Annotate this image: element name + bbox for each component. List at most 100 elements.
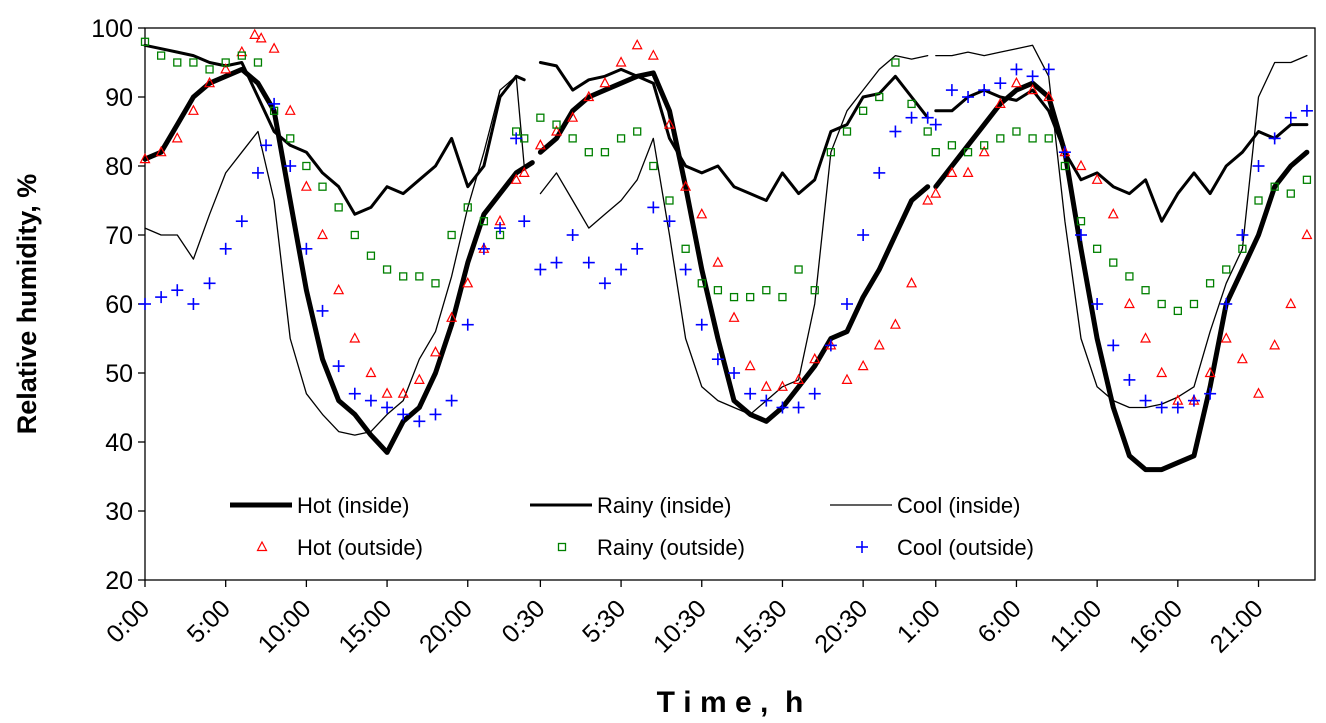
data-point <box>518 166 530 177</box>
data-point <box>155 291 168 304</box>
data-point <box>205 65 214 74</box>
data-point <box>889 125 902 138</box>
data-point <box>1204 387 1217 400</box>
data-point <box>1010 63 1023 76</box>
data-point <box>744 387 757 400</box>
data-point <box>494 222 507 235</box>
data-point <box>711 353 724 366</box>
data-point <box>679 263 692 276</box>
data-point <box>1189 299 1199 309</box>
series-line <box>142 66 535 455</box>
legend-item: Hot (inside) <box>230 493 409 518</box>
legend-label: Hot (outside) <box>297 535 423 560</box>
data-point <box>980 141 989 150</box>
data-point <box>1268 132 1281 145</box>
data-point <box>631 242 644 255</box>
data-point <box>203 277 216 290</box>
data-point <box>479 217 489 226</box>
data-point <box>695 318 708 331</box>
data-point <box>221 58 230 67</box>
data-point <box>1204 366 1216 378</box>
data-point <box>399 272 408 281</box>
data-point <box>681 244 690 253</box>
x-tick-label: 20:30 <box>809 594 873 658</box>
data-point <box>550 256 563 269</box>
x-tick-label: 11:00 <box>1045 594 1108 657</box>
data-point <box>584 148 593 157</box>
y-tick-label: 80 <box>105 153 133 181</box>
data-point <box>1220 298 1233 310</box>
data-point <box>615 263 628 276</box>
y-tick-label: 50 <box>105 360 133 388</box>
data-point <box>922 194 934 205</box>
data-point <box>631 38 643 50</box>
x-tick-label: 10:00 <box>253 594 317 658</box>
data-point <box>1091 173 1103 184</box>
data-point <box>1123 297 1135 309</box>
data-point <box>334 203 343 212</box>
data-point <box>794 265 803 274</box>
data-point <box>568 134 577 143</box>
data-point <box>929 118 942 131</box>
legend-item: Hot (outside) <box>256 535 423 560</box>
data-point <box>1075 159 1087 171</box>
data-point <box>1123 373 1136 386</box>
legend-swatch <box>256 540 268 552</box>
legend: Hot (inside) Rainy (inside) Cool (inside) H… <box>230 493 1034 560</box>
data-point <box>235 215 248 228</box>
data-point <box>873 339 885 350</box>
data-point <box>728 311 740 322</box>
data-point <box>253 58 263 67</box>
data-point <box>1187 394 1200 407</box>
data-point <box>824 339 837 352</box>
data-point <box>633 127 642 136</box>
y-tick-label: 30 <box>105 498 133 526</box>
data-point <box>318 182 327 191</box>
data-point <box>841 298 853 310</box>
x-tick-label: 20:00 <box>414 594 478 658</box>
data-point <box>616 134 626 143</box>
data-point <box>1156 366 1168 378</box>
data-point <box>1091 298 1104 310</box>
x-tick-label: 21:00 <box>1205 594 1269 658</box>
data-point <box>445 394 458 407</box>
series-line <box>537 70 931 424</box>
data-point <box>333 283 345 295</box>
series-1 <box>143 43 1309 223</box>
data-point <box>729 292 739 302</box>
series-line <box>935 44 1308 409</box>
data-point <box>792 401 805 414</box>
data-point <box>536 113 545 122</box>
data-point <box>978 145 990 157</box>
data-point <box>1270 182 1279 191</box>
data-point <box>534 263 547 276</box>
data-point <box>841 373 853 384</box>
x-axis-title: T i m e , h <box>657 686 804 719</box>
data-point <box>302 161 311 171</box>
data-point <box>255 32 267 43</box>
data-point <box>171 132 183 143</box>
series-5 <box>139 63 1313 428</box>
data-point <box>600 148 610 157</box>
data-point <box>891 58 900 67</box>
data-point <box>746 292 755 302</box>
data-point <box>284 160 297 172</box>
data-point <box>350 230 359 240</box>
data-point <box>268 97 281 110</box>
data-point <box>1125 272 1134 281</box>
data-point <box>237 51 246 60</box>
data-point <box>1253 387 1265 398</box>
data-point <box>1107 208 1119 219</box>
data-point <box>615 56 627 67</box>
series-4 <box>140 37 1312 316</box>
y-tick-label: 20 <box>105 567 133 595</box>
data-point <box>462 277 474 288</box>
data-point <box>1044 134 1053 143</box>
series-3 <box>139 28 1313 405</box>
data-point <box>1269 339 1281 350</box>
data-point <box>1252 160 1265 172</box>
data-point <box>397 408 410 421</box>
data-point <box>1300 104 1313 117</box>
data-point <box>447 230 456 240</box>
data-point <box>317 228 329 240</box>
